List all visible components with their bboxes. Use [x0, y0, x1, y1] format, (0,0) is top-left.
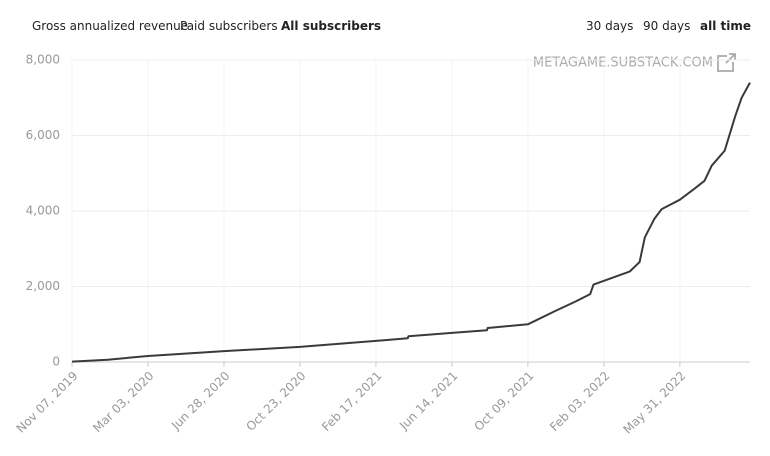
external-link-icon[interactable] — [717, 53, 736, 72]
range-button[interactable]: 90 days — [643, 19, 691, 33]
x-tick-label: Oct 23, 2020 — [243, 369, 308, 434]
x-tick-label: Feb 03, 2022 — [547, 369, 612, 434]
tab[interactable]: Paid subscribers — [180, 19, 278, 33]
tab[interactable]: All subscribers — [281, 19, 382, 33]
y-tick-label: 8,000 — [26, 53, 60, 67]
tab[interactable]: Gross annualized revenue — [32, 19, 189, 33]
watermark: METAGAME.SUBSTACK.COM — [533, 56, 713, 71]
range-button[interactable]: 30 days — [586, 19, 634, 33]
y-tick-label: 2,000 — [26, 279, 60, 293]
x-tick-label: Feb 17, 2021 — [319, 369, 384, 434]
x-tick-label: Jun 28, 2020 — [168, 369, 232, 433]
y-tick-label: 4,000 — [26, 204, 60, 218]
x-tick-label: Jun 14, 2021 — [396, 369, 460, 433]
y-tick-label: 0 — [52, 355, 60, 369]
x-tick-label: Oct 09, 2021 — [471, 369, 536, 434]
range-button[interactable]: all time — [700, 19, 751, 33]
x-tick-label: May 31, 2022 — [621, 369, 689, 437]
y-tick-label: 6,000 — [26, 128, 60, 142]
x-tick-label: Mar 03, 2020 — [90, 369, 156, 435]
x-tick-label: Nov 07, 2019 — [14, 369, 81, 436]
line — [71, 82, 751, 363]
